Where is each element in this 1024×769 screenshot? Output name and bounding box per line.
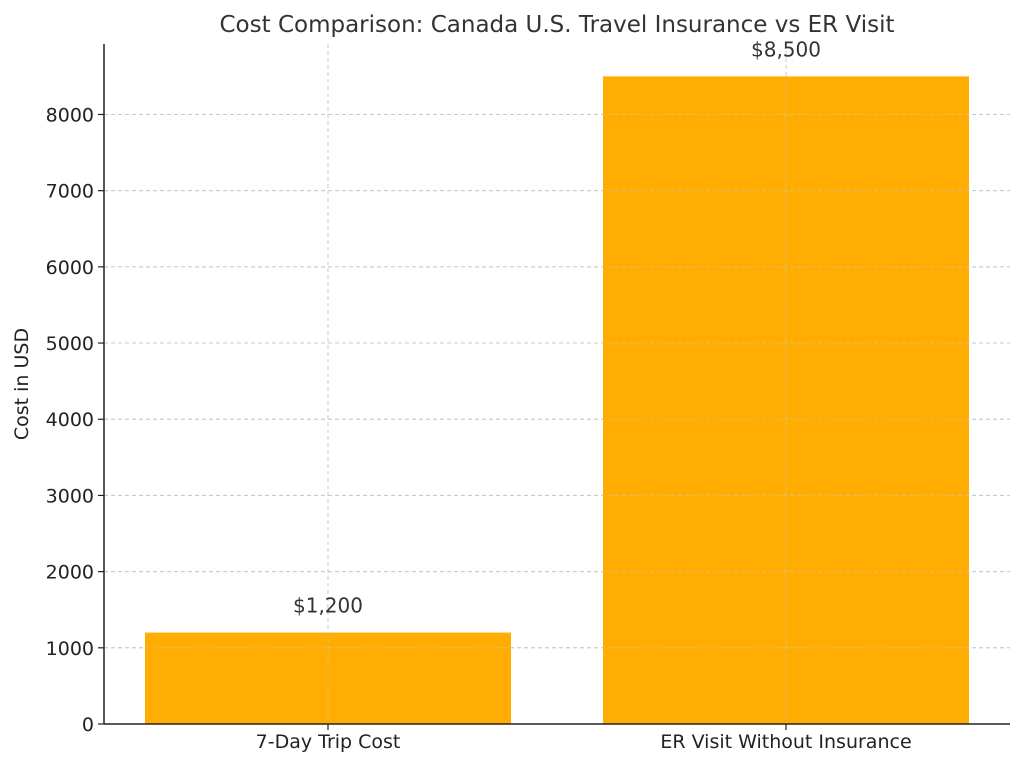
y-axis-label: Cost in USD [11,328,33,440]
bars-layer [104,44,1010,724]
y-tick-label: 2000 [46,562,94,584]
chart-title: Cost Comparison: Canada U.S. Travel Insu… [220,12,895,38]
y-tick-label: 7000 [46,181,94,203]
y-tick-label: 1000 [46,638,94,660]
x-tick-label: 7-Day Trip Cost [256,731,401,753]
y-tick-label: 8000 [46,104,94,126]
y-tick-label: 6000 [46,257,94,279]
x-tick-label: ER Visit Without Insurance [660,731,911,753]
data-label: $1,200 [293,594,363,618]
y-tick-label: 4000 [46,409,94,431]
data-labels-layer: $1,200 $8,500 [293,37,821,617]
ticks-layer: 0 1000 2000 3000 4000 5000 6000 7000 8000 7-Day T… [46,104,912,753]
y-tick-label: 0 [82,714,94,736]
axes-layer [103,44,1010,725]
y-tick-label: 3000 [46,485,94,507]
data-label: $8,500 [751,37,821,61]
y-tick-label: 5000 [46,333,94,355]
